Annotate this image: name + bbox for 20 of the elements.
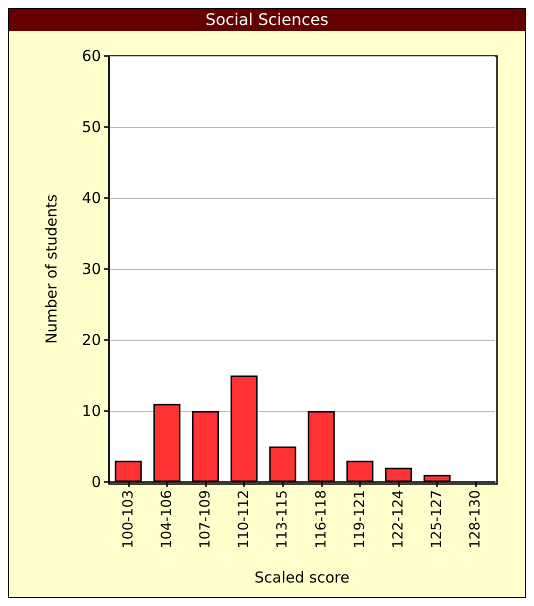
x-tick-label: 116-118 — [313, 490, 330, 548]
y-tick-label: 50 — [82, 118, 101, 136]
y-tick-label: 10 — [82, 402, 101, 420]
x-tick-label: 119-121 — [352, 490, 368, 548]
chart-title: Social Sciences — [9, 9, 525, 31]
x-tick-label: 110-112 — [236, 490, 252, 548]
x-tick-label: 113-115 — [274, 490, 291, 548]
x-tick-label: 107-109 — [198, 490, 214, 548]
x-tick-label: 122-124 — [390, 490, 406, 548]
y-tick-label: 20 — [82, 331, 101, 349]
x-axis-title: Scaled score — [254, 568, 350, 586]
y-tick-label: 60 — [82, 47, 101, 65]
x-tick-label: 100-103 — [120, 490, 136, 548]
y-axis-title: Number of students — [42, 194, 60, 344]
x-tick-label: 104-106 — [158, 490, 175, 548]
y-tick-label: 0 — [91, 473, 101, 491]
y-tick-label: 40 — [82, 189, 101, 207]
x-tick-label: 128-130 — [468, 490, 484, 548]
y-tick-label: 30 — [82, 260, 101, 278]
x-tick-label: 125-127 — [429, 490, 446, 548]
